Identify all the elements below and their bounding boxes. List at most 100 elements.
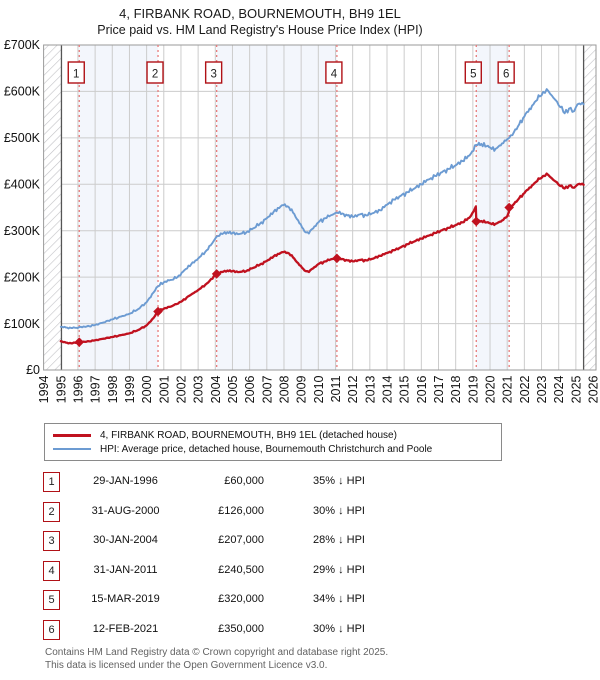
- sale-number-box-2: [146, 61, 164, 84]
- x-tick-label: 2016: [415, 375, 429, 403]
- x-tick-label: 1997: [89, 375, 103, 403]
- legend-label: 4, FIRBANK ROAD, BOURNEMOUTH, BH9 1EL (d…: [100, 429, 397, 441]
- y-tick-label: £600K: [4, 85, 41, 99]
- sale-number: 2: [43, 501, 60, 522]
- x-tick-label: 1998: [106, 375, 120, 403]
- x-tick-label: 2013: [363, 375, 377, 403]
- sale-number-box-6: [497, 61, 515, 84]
- x-tick-label: 2022: [518, 375, 532, 403]
- sale-number: 5: [43, 590, 60, 611]
- sale-date: 30-JAN-2004: [93, 534, 158, 547]
- sale-date: 12-FEB-2021: [92, 623, 159, 635]
- sale-vs-hpi: 28% ↓ HPI: [313, 534, 365, 547]
- sale-number-label-6: 6: [503, 69, 509, 81]
- sale-marker-2: [153, 306, 163, 317]
- chart-footer: Contains HM Land Registry data © Crown c…: [45, 647, 388, 672]
- shaded-band: [216, 45, 337, 370]
- legend-label: HPI: Average price, detached house, Bour…: [100, 443, 433, 455]
- price-chart: 1 2 3 4 5 6 £0 £100K £200K £300K £400K £500K £600K £7…: [4, 38, 600, 403]
- x-tick-label: 2026: [587, 375, 600, 403]
- x-tick-label: 1995: [54, 375, 68, 403]
- x-tick-label: 2017: [432, 375, 446, 403]
- sale-date: 29-JAN-1996: [93, 475, 158, 487]
- sale-vs-hpi: 34% ↓ HPI: [313, 593, 365, 606]
- x-tick-label: 2004: [209, 375, 223, 403]
- x-tick-label: 2021: [501, 375, 515, 403]
- sale-number-box-1: [67, 61, 85, 84]
- x-tick-label: 1999: [123, 375, 137, 403]
- shaded-band: [476, 45, 510, 370]
- x-tick-label: 2009: [295, 375, 309, 403]
- sale-number: 3: [43, 531, 60, 552]
- legend-item-hpi: HPI: Average price, detached house, Bour…: [45, 444, 501, 455]
- x-tick-label: 2001: [157, 375, 171, 403]
- x-tick-label: 1996: [71, 375, 85, 403]
- hatch-right: [583, 45, 596, 370]
- x-tick-label: 2025: [569, 375, 583, 403]
- sale-price: £320,000: [218, 593, 264, 606]
- y-tick-label: £200K: [4, 270, 41, 284]
- x-tick-label: 2024: [552, 375, 566, 403]
- sale-vs-hpi: 30% ↓ HPI: [313, 623, 365, 635]
- hatch-left: [43, 45, 62, 370]
- sale-number-label-5: 5: [470, 69, 476, 81]
- sale-price: £207,000: [218, 534, 264, 547]
- sale-number-label-4: 4: [331, 69, 338, 81]
- x-tick-label: 2002: [174, 375, 188, 403]
- property-series-line: [59, 172, 585, 345]
- chart-subtitle: Price paid vs. HM Land Registry's House …: [97, 23, 423, 37]
- footer-copyright: Contains HM Land Registry data © Crown c…: [45, 647, 389, 658]
- table-row: 1 29-JAN-1996 £60,000 35% ↓ HPI: [0, 471, 600, 500]
- sale-date: 31-AUG-2000: [91, 504, 160, 517]
- y-tick-label: £0: [26, 363, 40, 377]
- table-row: 3 30-JAN-2004 £207,000 28% ↓ HPI: [0, 530, 600, 559]
- legend-item-property: 4, FIRBANK ROAD, BOURNEMOUTH, BH9 1EL (d…: [45, 430, 501, 441]
- y-tick-label: £400K: [4, 177, 41, 191]
- sale-number: 1: [43, 472, 60, 492]
- x-tick-label: 2005: [226, 375, 240, 403]
- sale-price: £126,000: [218, 504, 264, 517]
- y-tick-label: £700K: [4, 38, 41, 52]
- y-tick-label: £300K: [4, 224, 41, 238]
- sale-marker-4: [332, 253, 342, 264]
- hpi-line-swatch: [53, 448, 91, 450]
- sale-price: £240,500: [218, 563, 264, 576]
- x-tick-label: 2010: [312, 375, 326, 403]
- sale-number: 6: [43, 620, 60, 640]
- x-tick-label: 2014: [381, 375, 395, 403]
- x-tick-label: 2018: [449, 375, 463, 403]
- sale-marker-1: [74, 337, 85, 347]
- sale-marker-5: [471, 216, 482, 227]
- x-tick-label: 2012: [346, 375, 360, 403]
- x-tick-label: 1994: [37, 375, 51, 403]
- sale-marker-3: [211, 269, 222, 279]
- sale-number-label-1: 1: [73, 69, 79, 81]
- sale-number-label-2: 2: [152, 69, 158, 81]
- chart-legend: 4, FIRBANK ROAD, BOURNEMOUTH, BH9 1EL (d…: [44, 423, 502, 461]
- plot-border: [43, 44, 597, 371]
- x-tick-label: 2020: [484, 375, 498, 403]
- sale-date: 31-JAN-2011: [93, 563, 158, 576]
- table-row: 2 31-AUG-2000 £126,000 30% ↓ HPI: [0, 501, 600, 530]
- property-line-swatch: [53, 433, 91, 437]
- sale-vs-hpi: 30% ↓ HPI: [313, 504, 365, 517]
- x-tick-label: 2003: [192, 375, 206, 403]
- sale-number-box-4: [325, 61, 343, 84]
- sale-number: 4: [43, 560, 60, 581]
- x-tick-label: 2011: [329, 375, 343, 402]
- sale-price: £350,000: [218, 623, 264, 635]
- chart-title: 4, FIRBANK ROAD, BOURNEMOUTH, BH9 1EL: [119, 6, 401, 21]
- chart-header: 4, FIRBANK ROAD, BOURNEMOUTH, BH9 1EL Pr…: [0, 5, 520, 38]
- shaded-band: [79, 45, 159, 370]
- x-tick-label: 2008: [277, 375, 291, 403]
- sale-number-box-3: [204, 61, 223, 84]
- sale-vs-hpi: 29% ↓ HPI: [313, 563, 365, 576]
- sale-number-label-3: 3: [210, 69, 216, 81]
- sale-vs-hpi: 35% ↓ HPI: [313, 475, 365, 487]
- x-tick-label: 2023: [535, 375, 549, 403]
- table-row: 5 15-MAR-2019 £320,000 34% ↓ HPI: [0, 589, 600, 618]
- x-tick-label: 2007: [260, 375, 274, 403]
- sale-price: £60,000: [224, 475, 264, 487]
- y-tick-label: £500K: [4, 131, 41, 145]
